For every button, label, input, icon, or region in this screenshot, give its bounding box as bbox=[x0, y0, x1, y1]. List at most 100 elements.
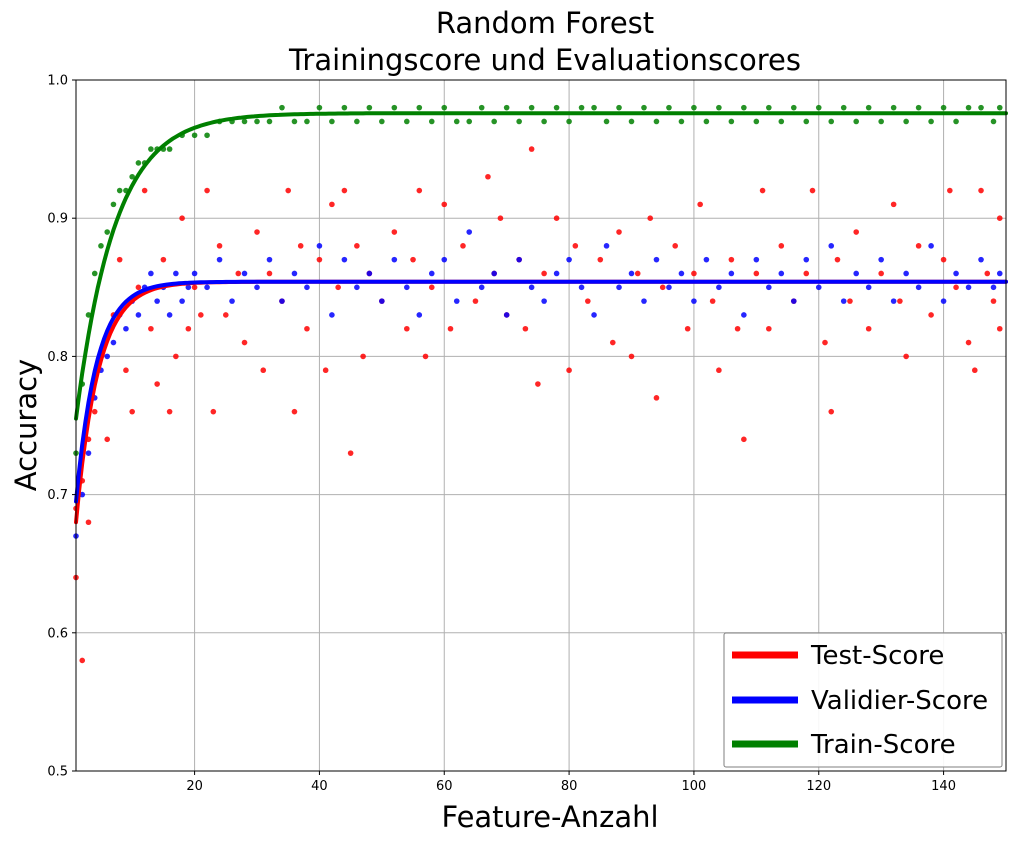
data-point-0 bbox=[166, 408, 173, 415]
data-point-2 bbox=[91, 270, 98, 277]
y-tick-label: 0.6 bbox=[47, 626, 68, 641]
x-tick-label: 60 bbox=[436, 779, 453, 794]
data-point-2 bbox=[379, 118, 385, 125]
data-point-0 bbox=[978, 187, 984, 194]
x-axis-label: Feature-Anzahl bbox=[441, 800, 658, 834]
data-point-1 bbox=[566, 256, 572, 263]
data-point-1 bbox=[166, 312, 173, 318]
data-point-0 bbox=[903, 353, 909, 360]
data-point-1 bbox=[148, 270, 154, 277]
data-point-2 bbox=[129, 173, 135, 180]
data-point-0 bbox=[497, 215, 504, 221]
data-point-2 bbox=[753, 118, 760, 125]
data-point-0 bbox=[216, 243, 223, 249]
data-point-1 bbox=[179, 298, 185, 304]
data-point-1 bbox=[516, 256, 522, 263]
data-point-2 bbox=[441, 104, 448, 111]
data-point-2 bbox=[853, 118, 860, 125]
data-point-1 bbox=[441, 256, 448, 263]
data-point-1 bbox=[815, 284, 822, 291]
data-point-2 bbox=[541, 118, 547, 125]
data-point-1 bbox=[691, 298, 697, 304]
data-point-0 bbox=[91, 408, 98, 415]
data-point-1 bbox=[185, 284, 192, 291]
data-point-0 bbox=[116, 256, 123, 263]
data-point-1 bbox=[354, 284, 360, 291]
data-point-0 bbox=[104, 436, 111, 443]
data-point-0 bbox=[541, 270, 547, 277]
data-point-1 bbox=[304, 284, 310, 291]
data-point-0 bbox=[566, 367, 572, 374]
data-point-0 bbox=[254, 229, 260, 235]
data-point-0 bbox=[222, 312, 229, 318]
data-point-0 bbox=[266, 270, 273, 277]
data-point-0 bbox=[628, 353, 635, 360]
data-point-2 bbox=[703, 118, 710, 125]
data-point-1 bbox=[329, 312, 335, 318]
data-point-1 bbox=[603, 243, 610, 249]
legend-label-train: Train-Score bbox=[810, 730, 956, 760]
data-point-1 bbox=[216, 256, 223, 263]
data-point-1 bbox=[853, 270, 860, 277]
data-point-1 bbox=[953, 270, 959, 277]
chart-subtitle: Trainingscore und Evaluationscores bbox=[288, 43, 801, 77]
data-point-0 bbox=[297, 243, 304, 249]
data-point-1 bbox=[404, 284, 410, 291]
data-point-1 bbox=[591, 312, 597, 318]
x-tick-label: 20 bbox=[186, 779, 203, 794]
data-point-2 bbox=[778, 118, 785, 125]
data-point-1 bbox=[666, 284, 672, 291]
data-point-0 bbox=[241, 339, 248, 346]
data-point-2 bbox=[503, 104, 510, 111]
data-point-0 bbox=[753, 270, 760, 277]
data-point-0 bbox=[965, 339, 972, 346]
data-point-0 bbox=[291, 408, 298, 415]
data-point-2 bbox=[990, 118, 997, 125]
data-point-0 bbox=[659, 284, 666, 291]
data-point-1 bbox=[990, 284, 997, 291]
data-point-1 bbox=[254, 284, 260, 291]
data-point-1 bbox=[341, 256, 348, 263]
data-point-0 bbox=[672, 243, 678, 249]
plot-frame bbox=[75, 79, 1007, 772]
data-point-0 bbox=[185, 325, 192, 332]
data-point-2 bbox=[254, 118, 260, 125]
data-point-0 bbox=[441, 201, 448, 208]
data-point-0 bbox=[404, 325, 410, 332]
data-point-0 bbox=[940, 256, 947, 263]
data-point-1 bbox=[241, 270, 248, 277]
data-point-2 bbox=[928, 118, 934, 125]
data-point-2 bbox=[716, 104, 722, 111]
data-point-0 bbox=[347, 450, 354, 456]
data-point-0 bbox=[335, 284, 341, 291]
data-point-2 bbox=[996, 104, 1003, 111]
x-tick-label: 120 bbox=[806, 779, 831, 794]
data-point-1 bbox=[741, 312, 747, 318]
data-point-2 bbox=[803, 118, 810, 125]
y-tick-label: 0.9 bbox=[47, 212, 68, 227]
data-point-2 bbox=[354, 118, 360, 125]
data-point-1 bbox=[204, 284, 210, 291]
fit-line-1 bbox=[74, 279, 1008, 504]
data-point-1 bbox=[191, 270, 198, 277]
data-point-2 bbox=[553, 104, 560, 111]
data-point-1 bbox=[878, 256, 884, 263]
data-point-2 bbox=[316, 104, 323, 111]
data-point-2 bbox=[766, 104, 772, 111]
data-point-1 bbox=[790, 298, 797, 304]
data-point-2 bbox=[341, 104, 348, 111]
data-point-0 bbox=[778, 243, 785, 249]
data-point-0 bbox=[996, 215, 1003, 221]
data-point-2 bbox=[304, 118, 310, 125]
legend-label-validier: Validier-Score bbox=[811, 686, 988, 716]
data-point-2 bbox=[940, 104, 947, 111]
data-point-2 bbox=[741, 104, 747, 111]
data-point-2 bbox=[466, 118, 473, 125]
data-point-1 bbox=[903, 270, 909, 277]
data-point-0 bbox=[472, 298, 479, 304]
data-point-1 bbox=[173, 270, 179, 277]
data-point-0 bbox=[834, 256, 841, 263]
data-point-1 bbox=[653, 256, 660, 263]
data-point-1 bbox=[928, 243, 934, 249]
